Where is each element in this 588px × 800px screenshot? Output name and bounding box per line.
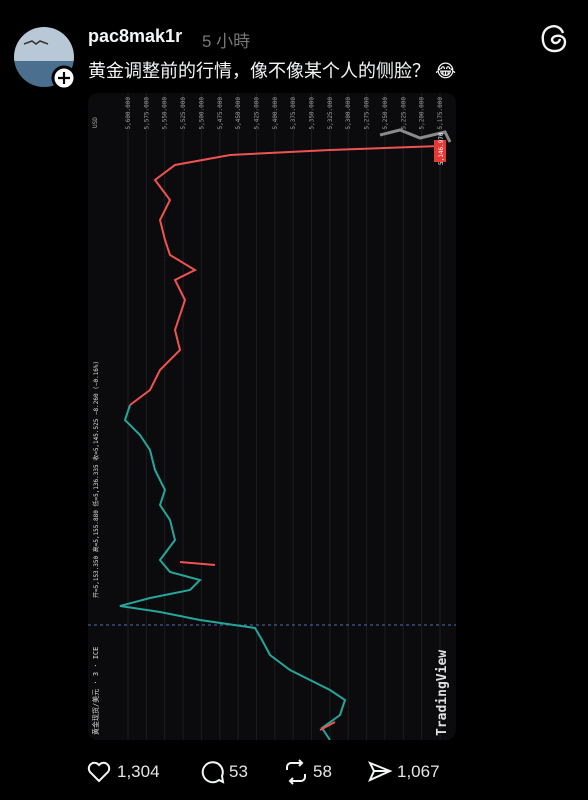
post-time: 5 小時 — [202, 32, 251, 51]
like-count[interactable]: 1,304 — [117, 762, 160, 781]
price-label: 5,375.000 — [290, 97, 297, 130]
price-label: 5,450.000 — [235, 97, 242, 130]
comment-icon[interactable] — [201, 761, 225, 784]
price-label: 5,275.000 — [364, 97, 371, 130]
price-label: 5,200.000 — [419, 97, 426, 130]
price-label: 5,225.000 — [400, 97, 407, 130]
share-icon[interactable] — [367, 761, 393, 782]
ohlc: 开=5,153.350 高=5,155.880 低=5,136.335 收=5,… — [92, 361, 100, 598]
post-image[interactable]: 5,146.970 USD 黄金现货/美元 · 3 · ICE 开=5,153.… — [88, 93, 456, 740]
symbol: 黄金现货/美元 · 3 · ICE — [91, 647, 100, 735]
repost-count[interactable]: 58 — [313, 762, 332, 781]
like-icon[interactable] — [87, 761, 111, 783]
price-label: 5,350.000 — [309, 97, 316, 130]
price-label: 5,500.000 — [198, 97, 205, 130]
price-label: 5,425.000 — [253, 97, 260, 130]
price-label: 5,475.000 — [217, 97, 224, 130]
price-label: 5,600.000 — [125, 97, 132, 130]
last-price: 5,146.970 — [438, 132, 445, 165]
threads-logo[interactable] — [541, 25, 567, 53]
username[interactable]: pac8mak1r — [88, 26, 183, 46]
watermark: TradingView — [435, 650, 450, 736]
price-label: 5,575.000 — [143, 97, 150, 130]
comment-count[interactable]: 53 — [229, 762, 248, 781]
post-text: 黄金调整前的行情，像不像某个人的侧脸？ 😂 — [88, 61, 457, 81]
price-label: 5,400.000 — [272, 97, 279, 130]
price-label: 5,250.000 — [382, 97, 389, 130]
repost-icon[interactable] — [286, 759, 306, 785]
price-label: 5,325.000 — [327, 97, 334, 130]
price-label: 5,175.000 — [437, 97, 444, 130]
price-path-red — [129, 145, 441, 731]
price-label: 5,550.000 — [162, 97, 169, 130]
price-path-green — [119, 404, 347, 740]
currency: USD — [92, 117, 99, 128]
share-count[interactable]: 1,067 — [397, 762, 440, 781]
price-label: 5,300.000 — [345, 97, 352, 130]
price-label: 5,525.000 — [180, 97, 187, 130]
last-price-tag — [434, 140, 446, 162]
